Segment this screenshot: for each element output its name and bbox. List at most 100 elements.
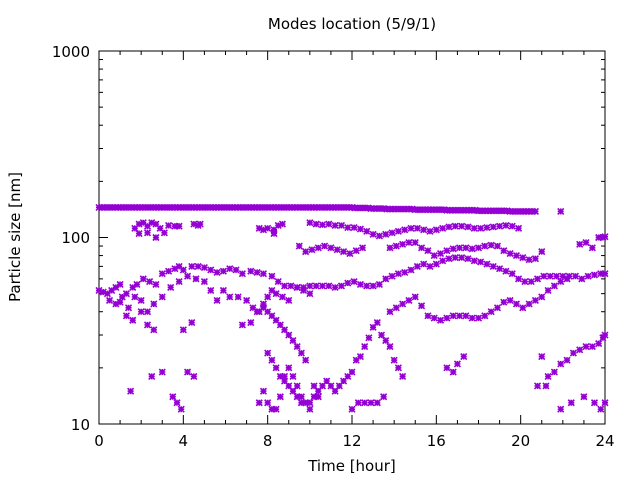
data-point	[418, 302, 426, 310]
data-point	[544, 286, 552, 295]
data-point	[413, 224, 421, 232]
data-point	[464, 223, 472, 231]
data-point	[578, 275, 586, 283]
data-point	[105, 296, 114, 304]
data-point	[268, 356, 276, 364]
data-point	[365, 334, 373, 342]
data-point	[432, 226, 440, 234]
data-point	[508, 222, 516, 230]
data-point	[588, 343, 596, 351]
data-point	[158, 368, 166, 376]
data-point	[308, 246, 316, 254]
data-points	[95, 203, 609, 413]
data-point	[173, 399, 181, 407]
data-point	[426, 227, 434, 235]
data-point	[557, 360, 565, 368]
data-point	[297, 399, 305, 407]
data-point	[356, 225, 364, 233]
data-point	[514, 275, 523, 283]
data-point	[407, 266, 415, 274]
data-point	[188, 318, 196, 327]
data-point	[576, 346, 584, 354]
data-point	[399, 372, 407, 380]
data-point	[525, 256, 533, 264]
data-point	[188, 262, 196, 270]
data-point	[453, 360, 461, 368]
data-point	[200, 278, 208, 286]
data-point	[430, 314, 438, 322]
data-point	[557, 278, 565, 286]
data-point	[533, 275, 542, 283]
data-point	[179, 326, 187, 334]
data-point	[312, 220, 320, 228]
data-point	[382, 337, 390, 345]
x-tick-labels: 0 4 8 12 16 20 24	[94, 432, 614, 450]
data-point	[468, 245, 476, 253]
data-point	[356, 352, 364, 361]
data-point	[538, 352, 546, 361]
data-point	[527, 278, 535, 286]
data-point	[280, 372, 289, 380]
data-point	[350, 224, 358, 232]
data-point	[129, 283, 137, 291]
data-point	[165, 221, 173, 230]
data-point	[388, 229, 396, 237]
data-point	[122, 312, 130, 320]
data-point	[293, 283, 301, 291]
data-point	[255, 399, 263, 407]
data-point	[588, 244, 596, 252]
y-axis-ticks	[99, 50, 605, 425]
data-point	[268, 272, 276, 280]
data-point	[392, 242, 400, 250]
data-point	[135, 229, 143, 238]
data-point	[580, 393, 588, 401]
data-point	[411, 293, 419, 301]
data-point	[270, 229, 278, 238]
data-point	[158, 293, 166, 301]
data-point	[356, 280, 364, 289]
data-point	[373, 318, 381, 327]
x-tick-label: 24	[595, 432, 614, 450]
data-point	[426, 262, 434, 270]
data-point	[388, 272, 396, 280]
data-point	[310, 382, 318, 390]
data-point	[354, 399, 362, 407]
data-point	[219, 286, 227, 295]
data-point	[321, 242, 329, 250]
data-point	[544, 372, 552, 380]
data-point	[306, 399, 314, 407]
data-point	[348, 368, 356, 376]
x-tick-label: 4	[179, 432, 189, 450]
data-point	[386, 244, 394, 252]
data-point	[285, 364, 293, 372]
data-point	[331, 283, 339, 291]
data-point	[483, 224, 491, 232]
data-point	[377, 331, 386, 339]
data-point	[531, 296, 539, 304]
data-point	[352, 247, 360, 255]
data-point	[289, 337, 297, 345]
data-point	[533, 382, 542, 390]
data-point	[337, 282, 346, 290]
data-point	[394, 364, 402, 372]
data-point	[521, 278, 529, 286]
data-point	[129, 316, 137, 324]
data-point	[314, 393, 322, 401]
data-point	[150, 326, 158, 334]
data-point	[306, 290, 314, 298]
data-point	[550, 282, 558, 290]
data-point	[451, 254, 459, 262]
data-point	[432, 260, 440, 268]
data-point	[325, 282, 333, 290]
data-point	[493, 304, 502, 312]
data-point	[500, 247, 508, 255]
y-axis-label: Particle size [nm]	[6, 172, 24, 302]
data-point	[382, 275, 390, 283]
data-point	[489, 262, 497, 270]
data-point	[550, 368, 558, 376]
data-point	[344, 224, 352, 232]
data-point	[445, 223, 453, 231]
data-point	[597, 405, 605, 413]
data-point	[386, 308, 394, 316]
data-point	[152, 233, 160, 242]
